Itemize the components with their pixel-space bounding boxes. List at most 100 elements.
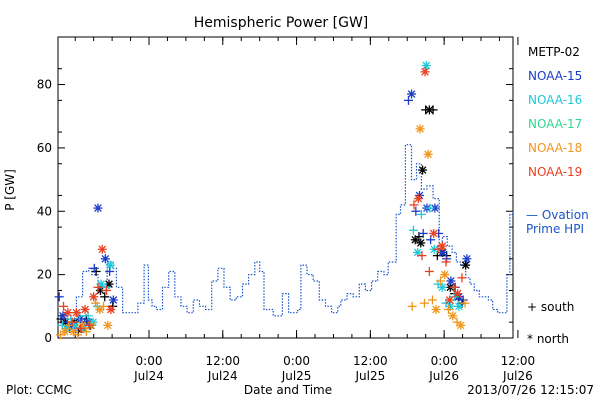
- data-point: [89, 292, 99, 302]
- data-point: [428, 105, 438, 115]
- data-point: [81, 327, 91, 337]
- ovation-step-path: [58, 144, 514, 317]
- legend: METP-02 NOAA-15 NOAA-16 NOAA-17 NOAA-18 NOAA-…: [528, 45, 582, 179]
- x-tick-time: 0:00: [136, 354, 163, 368]
- data-point: [419, 298, 429, 308]
- x-tick-time: 0:00: [431, 354, 458, 368]
- y-tick-label: 40: [37, 204, 52, 218]
- x-tick-date: Jul26: [502, 369, 533, 383]
- legend-item: NOAA-16: [528, 93, 582, 107]
- data-point: [413, 194, 423, 204]
- data-point: [437, 282, 447, 292]
- data-series: [54, 61, 472, 340]
- data-point: [411, 206, 421, 216]
- plot-credit: Plot: CCMC: [6, 383, 72, 397]
- data-point: [100, 292, 110, 302]
- data-point: [418, 165, 428, 175]
- data-point: [441, 257, 451, 267]
- data-point: [453, 289, 463, 299]
- ovation-label-line1: — Ovation: [526, 208, 589, 222]
- data-point: [91, 298, 101, 308]
- x-tick-time: 0:00: [283, 354, 310, 368]
- data-point: [425, 203, 435, 213]
- legend-item: NOAA-15: [528, 69, 582, 83]
- data-point: [446, 276, 456, 286]
- y-axis: 0 20 40 60 80: [37, 68, 513, 345]
- chart-title: Hemispheric Power [GW]: [194, 15, 369, 31]
- data-point: [461, 260, 471, 270]
- x-axis-label: Date and Time: [244, 383, 332, 397]
- data-point: [417, 251, 427, 261]
- data-point: [435, 276, 445, 286]
- timestamp: 2013/07/26 12:15:07: [467, 383, 594, 397]
- data-point: [408, 225, 418, 235]
- y-axis-label: P [GW]: [3, 169, 17, 211]
- data-point: [89, 263, 99, 273]
- data-point: [103, 320, 113, 330]
- ovation-label-line2: Prime HPI: [526, 222, 584, 236]
- y-tick-label: 20: [37, 268, 52, 282]
- x-tick-date: Jul25: [281, 369, 312, 383]
- x-tick-date: Jul24: [133, 369, 164, 383]
- data-point: [76, 323, 86, 333]
- y-tick-label: 80: [37, 78, 52, 92]
- data-point: [407, 89, 417, 99]
- data-point: [67, 317, 77, 327]
- data-point: [457, 273, 467, 283]
- legend-item: METP-02: [528, 45, 580, 59]
- data-point: [460, 298, 470, 308]
- data-point: [427, 295, 437, 305]
- data-point: [416, 238, 426, 248]
- x-tick-time: 12:00: [205, 354, 240, 368]
- data-point: [445, 295, 455, 305]
- data-point: [102, 285, 112, 295]
- data-point: [93, 203, 103, 213]
- y-tick-label: 0: [44, 331, 52, 345]
- data-point: [100, 254, 110, 264]
- data-point: [63, 308, 73, 318]
- data-point: [415, 124, 425, 134]
- data-point: [106, 304, 116, 314]
- data-point: [418, 228, 428, 238]
- data-point: [424, 266, 434, 276]
- data-point: [456, 320, 466, 330]
- x-tick-time: 12:00: [353, 354, 388, 368]
- x-tick-date: Jul24: [207, 369, 238, 383]
- data-point: [54, 292, 64, 302]
- data-point: [60, 327, 70, 337]
- legend-item: NOAA-19: [528, 165, 582, 179]
- data-point: [437, 241, 447, 251]
- data-point: [84, 320, 94, 330]
- legend-item: NOAA-17: [528, 117, 582, 131]
- data-point: [429, 228, 439, 238]
- data-point: [462, 254, 472, 264]
- data-point: [420, 67, 430, 77]
- data-point: [421, 61, 431, 71]
- data-point: [93, 282, 103, 292]
- plot-frame: [57, 36, 514, 339]
- data-point: [440, 270, 450, 280]
- data-point: [97, 244, 107, 254]
- data-point: [454, 301, 464, 311]
- data-point: [71, 308, 81, 318]
- data-point: [108, 295, 118, 305]
- x-tick-date: Jul26: [428, 369, 459, 383]
- north-symbol-legend: * north: [527, 332, 569, 346]
- data-point: [407, 301, 417, 311]
- x-tick-date: Jul25: [354, 369, 385, 383]
- y-tick-label: 60: [37, 141, 52, 155]
- ovation-prime-hpi-line: [58, 144, 514, 317]
- data-point: [416, 209, 426, 219]
- data-point: [409, 200, 419, 210]
- data-point: [99, 301, 108, 311]
- x-tick-time: 12:00: [501, 354, 536, 368]
- data-point: [430, 203, 440, 213]
- data-point: [80, 304, 90, 314]
- data-point: [449, 282, 459, 292]
- data-point: [443, 304, 453, 314]
- legend-item: NOAA-18: [528, 141, 582, 155]
- south-symbol-legend: + south: [527, 300, 574, 314]
- data-point: [423, 149, 433, 159]
- data-point: [448, 311, 458, 321]
